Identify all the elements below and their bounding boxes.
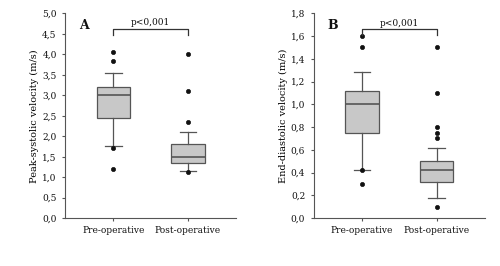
Y-axis label: End-diastolic velocity (m/s): End-diastolic velocity (m/s) [279, 48, 288, 183]
PathPatch shape [171, 144, 205, 163]
Text: p<0,001: p<0,001 [380, 19, 419, 28]
Y-axis label: Peak-systolic velocity (m/s): Peak-systolic velocity (m/s) [30, 49, 40, 182]
PathPatch shape [420, 161, 454, 182]
Text: p<0,001: p<0,001 [131, 18, 170, 27]
Text: A: A [78, 19, 88, 32]
PathPatch shape [96, 87, 130, 118]
PathPatch shape [345, 91, 379, 133]
Text: B: B [328, 19, 338, 32]
